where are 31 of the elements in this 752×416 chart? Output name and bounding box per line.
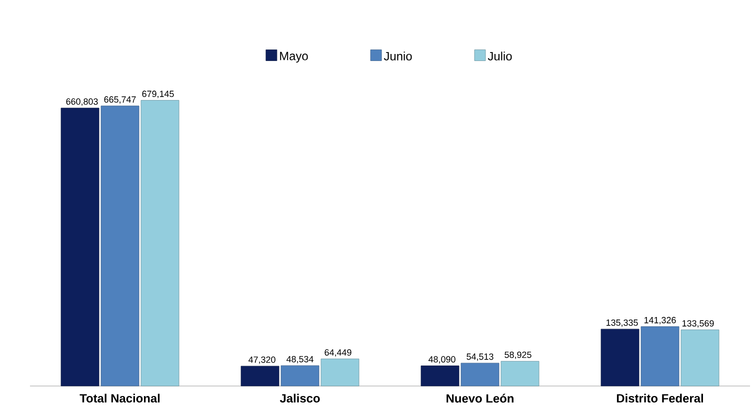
data-label: 48,534 — [286, 356, 314, 364]
x-tick-label: Nuevo León — [446, 394, 514, 403]
bar — [100, 106, 140, 386]
x-tick-label: Distrito Federal — [616, 394, 703, 403]
legend-label: Junio — [384, 52, 412, 60]
data-label: 665,747 — [104, 96, 136, 104]
bar — [680, 330, 720, 386]
bar — [140, 100, 180, 386]
bar — [600, 328, 640, 386]
data-label: 58,925 — [504, 352, 532, 360]
legend-label: Julio — [488, 52, 512, 60]
x-tick-label: Total Nacional — [80, 394, 160, 403]
data-label: 679,145 — [142, 90, 174, 98]
bar — [320, 358, 360, 386]
bar — [420, 366, 460, 386]
bar — [280, 365, 320, 386]
bar — [460, 362, 500, 386]
data-label: 133,569 — [682, 320, 714, 328]
data-label: 48,090 — [428, 356, 456, 364]
data-label: 54,513 — [466, 353, 494, 361]
data-label: 64,449 — [324, 349, 352, 357]
x-tick-label: Jalisco — [280, 394, 320, 403]
data-label: 47,320 — [248, 356, 276, 364]
data-label: 135,335 — [606, 319, 638, 327]
data-label: 141,326 — [644, 316, 676, 324]
bar — [240, 366, 280, 386]
legend-label: Mayo — [280, 52, 308, 63]
bar — [60, 108, 100, 386]
data-label: 660,803 — [66, 98, 98, 106]
bar — [640, 326, 680, 386]
bar — [500, 361, 540, 386]
